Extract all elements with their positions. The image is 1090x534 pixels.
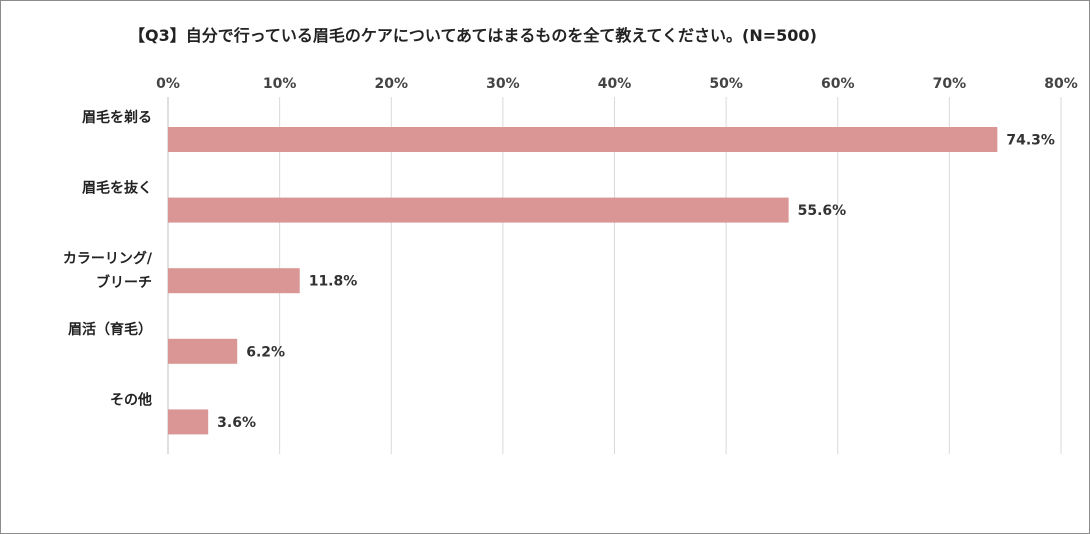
bar <box>168 197 789 223</box>
bar <box>168 338 238 364</box>
category-label: ブリーチ <box>96 274 152 291</box>
category-label: カラーリング/ <box>63 250 153 267</box>
x-tick-label: 10% <box>263 76 297 92</box>
bars <box>168 127 998 435</box>
data-label: 11.8% <box>309 274 358 290</box>
category-label: 眉活（育毛） <box>68 321 152 338</box>
x-tick-label: 60% <box>821 76 855 92</box>
x-axis-ticks: 0% 10% 20% 30% 40% 50% 60% 70% 80% <box>156 76 1078 92</box>
x-tick-label: 0% <box>156 76 180 92</box>
x-tick-label: 50% <box>709 76 743 92</box>
bar <box>168 409 209 435</box>
x-tick-label: 30% <box>486 76 520 92</box>
category-label: 眉毛を抜く <box>82 180 152 197</box>
x-tick-label: 40% <box>598 76 632 92</box>
chart-title: 【Q3】自分で行っている眉毛のケアについてあてはまるものを全て教えてください。(… <box>129 26 817 45</box>
x-tick-label: 20% <box>374 76 408 92</box>
x-tick-label: 70% <box>933 76 967 92</box>
category-label: その他 <box>110 391 152 408</box>
data-labels: 74.3% 55.6% 11.8% 6.2% 3.6% <box>217 133 1055 431</box>
data-label: 3.6% <box>217 415 256 431</box>
bar <box>168 127 998 152</box>
data-label: 74.3% <box>1006 133 1055 149</box>
data-label: 55.6% <box>798 203 847 219</box>
x-tick-label: 80% <box>1044 76 1078 92</box>
category-label: 眉毛を剃る <box>82 109 152 126</box>
bar <box>168 268 300 294</box>
data-label: 6.2% <box>246 344 285 360</box>
